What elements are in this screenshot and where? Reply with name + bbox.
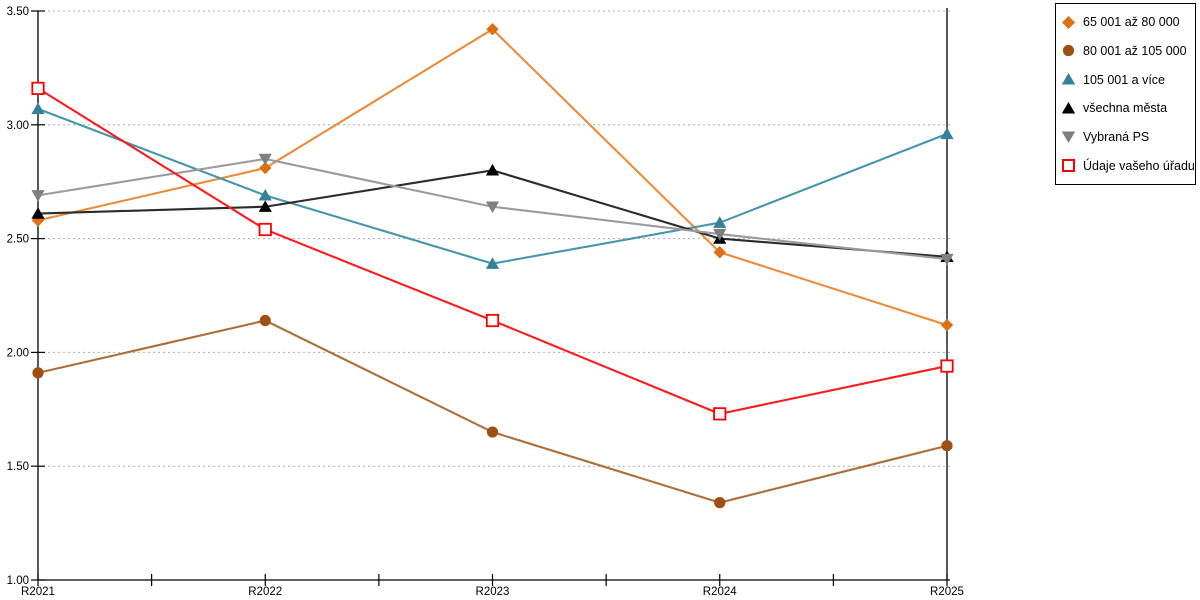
legend-item: Údaje vašeho úřadu	[1061, 158, 1195, 173]
legend-label: 65 001 až 80 000	[1083, 15, 1180, 30]
y-tick-label: 3.50	[7, 6, 29, 18]
data-point-open-square	[485, 313, 500, 328]
data-point-triangle-down	[485, 201, 500, 214]
data-point-circle	[941, 440, 953, 452]
triangle-up-icon	[1061, 101, 1076, 114]
y-tick-label: 2.00	[7, 347, 29, 359]
data-point-circle	[714, 497, 726, 509]
data-point-triangle-up	[713, 216, 727, 228]
x-tick-label: R2022	[248, 586, 282, 598]
y-tick-label: 1.50	[7, 461, 29, 473]
data-point-triangle-down	[258, 153, 272, 166]
y-tick-label: 1.00	[7, 575, 29, 587]
series-line	[37, 27, 948, 327]
legend: 65 001 až 80 000 80 001 až 105 000 105 001…	[1055, 3, 1196, 185]
data-point-triangle-up	[485, 257, 500, 269]
series-line	[37, 87, 948, 415]
legend-label: Vybraná PS	[1083, 129, 1150, 144]
data-point-diamond	[31, 214, 45, 227]
data-point-circle	[32, 367, 44, 379]
legend-item: všechna města	[1061, 101, 1193, 116]
x-tick-label: R2023	[476, 586, 510, 598]
data-point-diamond	[713, 246, 726, 259]
data-point-triangle-up	[31, 102, 45, 115]
data-point-circle	[259, 314, 271, 327]
series-line	[37, 319, 948, 504]
data-point-triangle-down	[940, 253, 954, 266]
legend-label: Údaje vašeho úřadu	[1083, 158, 1195, 173]
data-point-open-square	[940, 359, 954, 373]
triangle-down-icon	[1061, 131, 1076, 144]
data-point-triangle-up	[31, 207, 45, 219]
data-point-triangle-down	[31, 190, 45, 202]
data-point-diamond	[259, 161, 272, 175]
data-point-open-square	[31, 81, 45, 95]
data-point-triangle-down	[713, 228, 727, 241]
legend-item: 80 001 až 105 000	[1061, 43, 1193, 58]
y-tick-label: 2.50	[7, 234, 29, 246]
square-open-icon	[1062, 159, 1075, 173]
data-point-triangle-up	[485, 163, 500, 176]
legend-label: 80 001 až 105 000	[1083, 43, 1187, 58]
data-point-diamond	[940, 318, 954, 332]
data-point-open-square	[713, 407, 727, 421]
legend-label: 105 001 a více	[1083, 72, 1166, 87]
data-point-open-square	[258, 222, 272, 237]
triangle-up-icon	[1061, 73, 1076, 85]
series-line	[37, 107, 948, 265]
legend-item: 105 001 a více	[1061, 72, 1193, 87]
x-tick-label: R2024	[703, 586, 737, 598]
data-point-diamond	[486, 23, 499, 36]
circle-icon	[1062, 45, 1075, 57]
data-point-triangle-up	[258, 188, 272, 201]
data-point-circle	[486, 426, 499, 438]
x-tick-label: R2025	[930, 586, 964, 598]
diamond-icon	[1062, 15, 1075, 29]
legend-label: všechna města	[1083, 101, 1168, 116]
y-tick-label: 3.00	[7, 120, 29, 132]
x-tick-label: R2021	[21, 586, 55, 598]
legend-item: Vybraná PS	[1061, 129, 1193, 144]
legend-item: 65 001 až 80 000	[1061, 15, 1193, 30]
data-point-triangle-up	[940, 127, 954, 140]
data-point-triangle-up	[258, 200, 272, 212]
